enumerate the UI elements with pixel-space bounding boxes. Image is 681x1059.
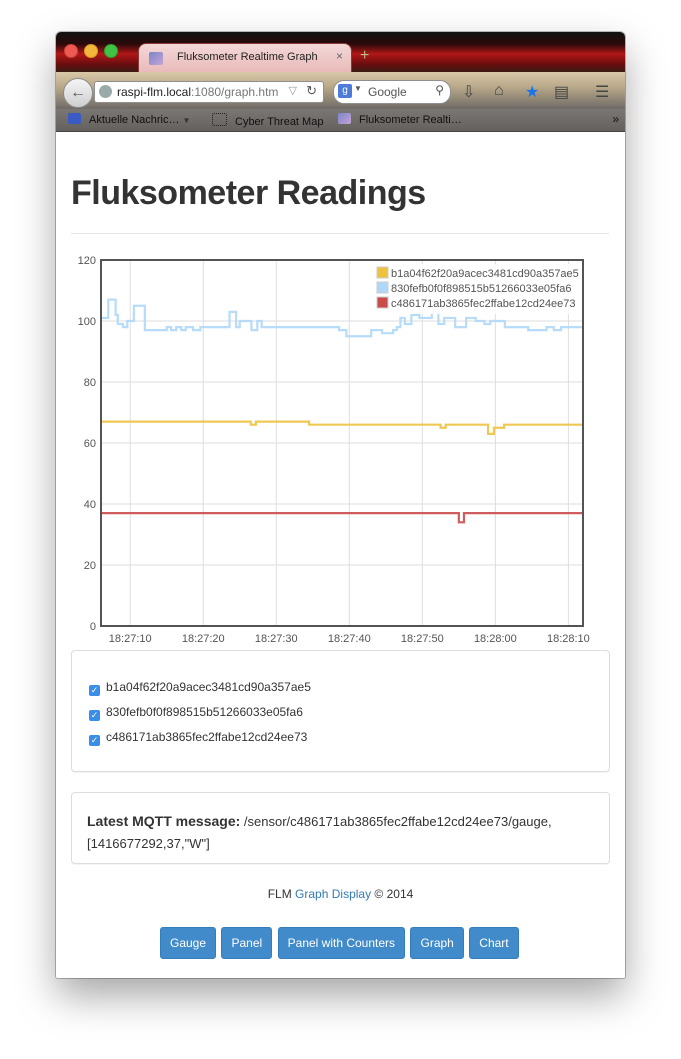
back-button[interactable]: ← bbox=[63, 78, 93, 108]
search-icon[interactable]: ⚲ bbox=[435, 83, 444, 97]
graph-button[interactable]: Graph bbox=[410, 927, 464, 959]
window-maximize-button[interactable] bbox=[104, 44, 118, 58]
series-checkbox-row[interactable]: ✓ b1a04f62f20a9acec3481cd90a357ae5 bbox=[89, 680, 311, 696]
page-title: Fluksometer Readings bbox=[71, 174, 426, 212]
page-icon bbox=[212, 113, 227, 126]
bookmark-label: Cyber Threat Map bbox=[235, 116, 324, 128]
url-text: raspi-flm.local:1080/graph.htm bbox=[117, 85, 278, 99]
tab-title: Fluksometer Realtime Graph bbox=[177, 51, 318, 63]
bookmark-label: Aktuelle Nachric… bbox=[89, 114, 180, 126]
legend-background bbox=[373, 264, 580, 314]
engine-dropdown-icon[interactable]: ▼ bbox=[354, 84, 362, 93]
tab-active[interactable]: Fluksometer Realtime Graph × bbox=[138, 43, 352, 73]
legend-label: 830fefb0f0f898515b51266033e05fa6 bbox=[391, 283, 571, 295]
x-tick-label: 18:27:20 bbox=[182, 633, 225, 645]
y-tick-label: 100 bbox=[78, 316, 96, 328]
y-tick-label: 120 bbox=[78, 255, 96, 267]
bookmarks-bar: Aktuelle Nachric… ▼ Cyber Threat Map Flu… bbox=[56, 109, 625, 132]
chart-svg: 0 20 40 60 80 100 120 18:27:10 18:27:20 18:27:30 1… bbox=[78, 255, 590, 645]
menu-icon[interactable]: ☰ bbox=[595, 84, 610, 101]
legend-swatch bbox=[376, 296, 389, 309]
footer-copyright: © 2014 bbox=[374, 887, 414, 901]
checkbox[interactable]: ✓ bbox=[89, 735, 100, 746]
x-tick-label: 18:27:10 bbox=[109, 633, 152, 645]
x-tick-label: 18:28:10 bbox=[547, 633, 590, 645]
legend-label: b1a04f62f20a9acec3481cd90a357ae5 bbox=[391, 268, 579, 280]
footer-prefix: FLM bbox=[267, 887, 292, 901]
mqtt-message: Latest MQTT message: /sensor/c486171ab38… bbox=[87, 810, 587, 855]
y-tick-label: 80 bbox=[84, 377, 96, 389]
navigation-bar: ← raspi-flm.local:1080/graph.htm ▽ ↻ g ▼… bbox=[56, 72, 625, 109]
new-tab-button[interactable]: + bbox=[360, 47, 370, 64]
browser-window: Fluksometer Realtime Graph × + ← raspi-f… bbox=[56, 32, 625, 978]
series-line bbox=[101, 298, 583, 338]
reading-list-icon[interactable]: ▤ bbox=[554, 84, 570, 101]
series-checkbox-label: c486171ab3865fec2ffabe12cd24ee73 bbox=[106, 730, 308, 744]
footer: FLM Graph Display © 2014 bbox=[56, 887, 625, 901]
bookmark-item[interactable]: Aktuelle Nachric… ▼ bbox=[68, 113, 190, 126]
plot-border bbox=[100, 259, 584, 627]
checkbox[interactable]: ✓ bbox=[89, 710, 100, 721]
url-bar[interactable]: raspi-flm.local:1080/graph.htm ▽ ↻ bbox=[94, 81, 324, 103]
y-tick-label: 60 bbox=[84, 438, 96, 450]
legend-label: c486171ab3865fec2ffabe12cd24ee73 bbox=[391, 298, 576, 310]
tab-close-icon[interactable]: × bbox=[335, 49, 343, 63]
window-minimize-button[interactable] bbox=[84, 44, 98, 58]
x-tick-label: 18:27:50 bbox=[401, 633, 444, 645]
home-icon[interactable]: ⌂ bbox=[494, 82, 504, 99]
series-line bbox=[101, 420, 583, 435]
reload-icon[interactable]: ↻ bbox=[306, 83, 317, 98]
graph-display-link[interactable]: Graph Display bbox=[295, 887, 372, 901]
divider bbox=[71, 233, 609, 234]
url-path: :1080/graph.htm bbox=[191, 85, 279, 99]
tab-bar: Fluksometer Realtime Graph × + bbox=[56, 32, 625, 73]
back-arrow-icon: ← bbox=[70, 84, 86, 101]
mqtt-message-panel: Latest MQTT message: /sensor/c486171ab38… bbox=[71, 792, 610, 864]
rss-icon bbox=[68, 113, 81, 124]
panel-with-counters-button[interactable]: Panel with Counters bbox=[277, 927, 406, 959]
x-tick-label: 18:27:30 bbox=[255, 633, 298, 645]
bookmark-star-icon[interactable]: ★ bbox=[525, 84, 540, 101]
readings-chart: 0 20 40 60 80 100 120 18:27:10 18:27:20 18:27:30 1… bbox=[71, 250, 601, 650]
bookmarks-overflow-icon[interactable]: » bbox=[612, 112, 619, 126]
x-tick-label: 18:27:40 bbox=[328, 633, 371, 645]
series-checkbox-row[interactable]: ✓ c486171ab3865fec2ffabe12cd24ee73 bbox=[89, 730, 307, 746]
search-input[interactable]: Google bbox=[368, 85, 407, 99]
chart-button[interactable]: Chart bbox=[469, 927, 519, 959]
bookmark-label: Fluksometer Realti… bbox=[359, 114, 462, 126]
globe-icon bbox=[99, 85, 112, 98]
legend-swatch bbox=[376, 281, 389, 294]
y-tick-label: 0 bbox=[90, 621, 96, 633]
checkbox[interactable]: ✓ bbox=[89, 685, 100, 696]
gauge-button[interactable]: Gauge bbox=[160, 927, 217, 959]
download-icon[interactable]: ⇩ bbox=[462, 84, 476, 101]
series-checkbox-label: 830fefb0f0f898515b51266033e05fa6 bbox=[106, 705, 303, 719]
window-close-button[interactable] bbox=[64, 44, 78, 58]
view-buttons: Gauge Panel Panel with Counters Graph Ch… bbox=[160, 927, 520, 959]
page-favicon-icon bbox=[338, 113, 351, 124]
y-tick-label: 40 bbox=[84, 499, 96, 511]
series-checkbox-row[interactable]: ✓ 830fefb0f0f898515b51266033e05fa6 bbox=[89, 705, 303, 721]
page-content: Fluksometer Readings 0 20 40 60 80 100 120 18:2… bbox=[56, 132, 625, 978]
chart-legend: b1a04f62f20a9acec3481cd90a357ae5 830fefb0… bbox=[373, 264, 580, 314]
bookmark-item[interactable]: Cyber Threat Map bbox=[212, 113, 323, 128]
legend-swatch bbox=[376, 266, 389, 279]
google-engine-icon[interactable]: g bbox=[338, 84, 352, 98]
y-tick-label: 20 bbox=[84, 560, 96, 572]
chevron-down-icon: ▼ bbox=[182, 116, 191, 125]
page-favicon-icon bbox=[149, 52, 163, 65]
panel-button[interactable]: Panel bbox=[221, 927, 273, 959]
series-toggle-panel: ✓ b1a04f62f20a9acec3481cd90a357ae5 ✓ 830fe… bbox=[71, 650, 610, 772]
mqtt-value: /sensor/c486171ab3865fec2ffabe12cd24ee73… bbox=[87, 814, 552, 851]
search-bar[interactable]: g ▼ Google ⚲ bbox=[333, 80, 451, 104]
series-line bbox=[101, 512, 583, 524]
bookmark-item[interactable]: Fluksometer Realti… bbox=[338, 113, 462, 126]
x-tick-label: 18:28:00 bbox=[474, 633, 517, 645]
url-host: raspi-flm.local bbox=[117, 85, 192, 99]
mqtt-label: Latest MQTT message: bbox=[87, 813, 241, 829]
series-checkbox-label: b1a04f62f20a9acec3481cd90a357ae5 bbox=[106, 680, 311, 694]
url-dropdown-icon[interactable]: ▽ bbox=[288, 85, 297, 97]
